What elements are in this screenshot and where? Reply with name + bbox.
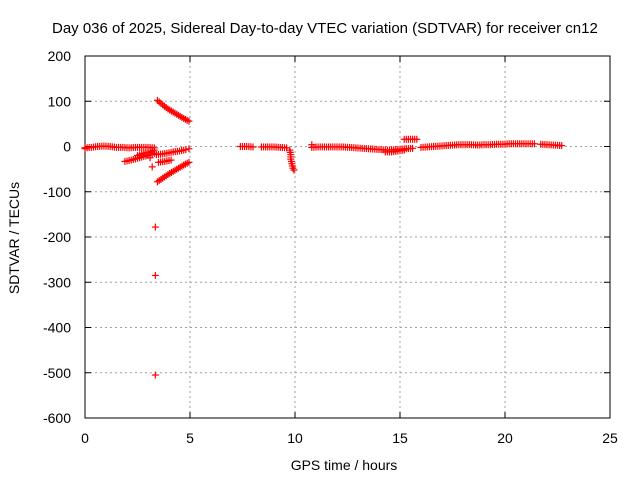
x-tick-label: 5 <box>186 430 194 446</box>
data-point <box>185 158 193 166</box>
y-tick-label: -200 <box>43 229 71 245</box>
data-point <box>182 146 190 154</box>
y-tick-label: -100 <box>43 184 71 200</box>
data-point <box>151 371 159 379</box>
tick-labels: 0 5 10 15 20 25 200 100 0 -100 -200 -300 -400 -500 -60… <box>43 48 618 446</box>
y-axis-label: SDTVAR / TECUs <box>6 182 22 294</box>
data-point <box>409 144 417 152</box>
y-tick-label: 0 <box>63 139 71 155</box>
grid-lines <box>85 56 610 418</box>
data-point <box>185 117 193 125</box>
x-tick-label: 20 <box>497 430 513 446</box>
data-point <box>151 223 159 231</box>
x-axis-label: GPS time / hours <box>291 457 398 473</box>
y-tick-label: 200 <box>48 48 72 64</box>
data-point <box>151 271 159 279</box>
data-point <box>249 143 257 151</box>
y-tick-label: 100 <box>48 93 72 109</box>
data-point <box>81 145 89 153</box>
y-tick-label: -600 <box>43 410 71 426</box>
data-points <box>81 96 566 379</box>
data-point <box>185 145 193 153</box>
y-tick-label: -300 <box>43 274 71 290</box>
data-point <box>308 141 316 149</box>
axis-ticks <box>84 55 611 419</box>
x-tick-label: 0 <box>81 430 89 446</box>
data-point <box>146 154 154 162</box>
y-tick-label: -500 <box>43 365 71 381</box>
x-tick-label: 15 <box>392 430 408 446</box>
data-point <box>400 146 408 154</box>
data-point <box>150 146 158 154</box>
x-tick-label: 10 <box>287 430 303 446</box>
data-point <box>530 140 538 148</box>
x-tick-label: 25 <box>602 430 618 446</box>
chart-title: Day 036 of 2025, Sidereal Day-to-day VTE… <box>52 20 598 37</box>
data-point <box>558 142 566 150</box>
data-point <box>148 163 156 171</box>
data-point <box>290 166 298 174</box>
data-point <box>413 135 421 143</box>
y-tick-label: -400 <box>43 320 71 336</box>
data-point <box>167 156 175 164</box>
